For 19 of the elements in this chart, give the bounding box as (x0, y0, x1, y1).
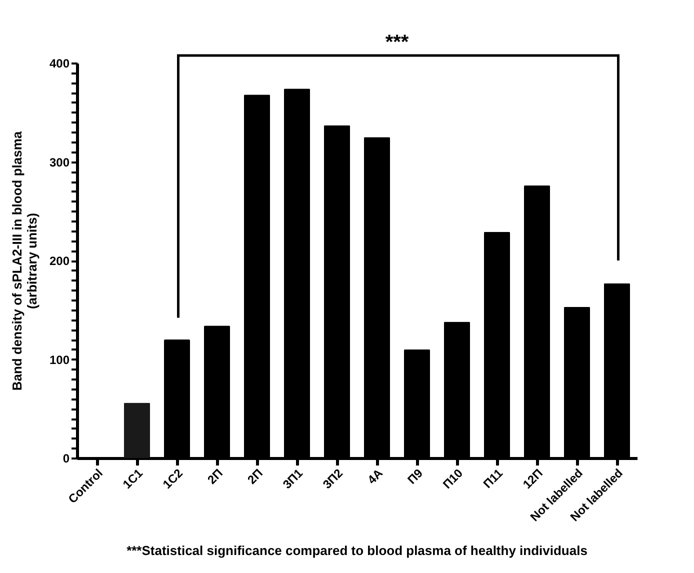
x-tick-label: П10 (440, 466, 466, 492)
x-tick-label: 1C2 (160, 466, 186, 492)
y-tick-label: 0 (62, 452, 70, 466)
text: ***Statistical significance compared to blood plasma of healthy individuals (126, 542, 588, 558)
y-tick-label: 100 (49, 352, 70, 367)
x-tick-label: 4A (364, 466, 386, 487)
x-tick-label: 1C1 (120, 466, 146, 492)
x-tick-label: П11 (480, 466, 506, 492)
x-tick-label: 2П (244, 466, 266, 487)
y-tick-label: 300 (49, 155, 70, 170)
y-tick-label: 400 (49, 56, 70, 70)
bar (124, 402, 150, 458)
x-tick-label: 3П1 (280, 466, 306, 492)
y-axis-title: Band density of sPLA2-III in blood plasma (arbitrary units) (9, 130, 40, 391)
text: *** (385, 31, 409, 54)
x-tick-label: П9 (404, 466, 426, 487)
x-tick-label: 3П2 (320, 466, 346, 492)
y-tick-label: 200 (49, 254, 70, 268)
x-tick-label: 2П (204, 466, 226, 487)
